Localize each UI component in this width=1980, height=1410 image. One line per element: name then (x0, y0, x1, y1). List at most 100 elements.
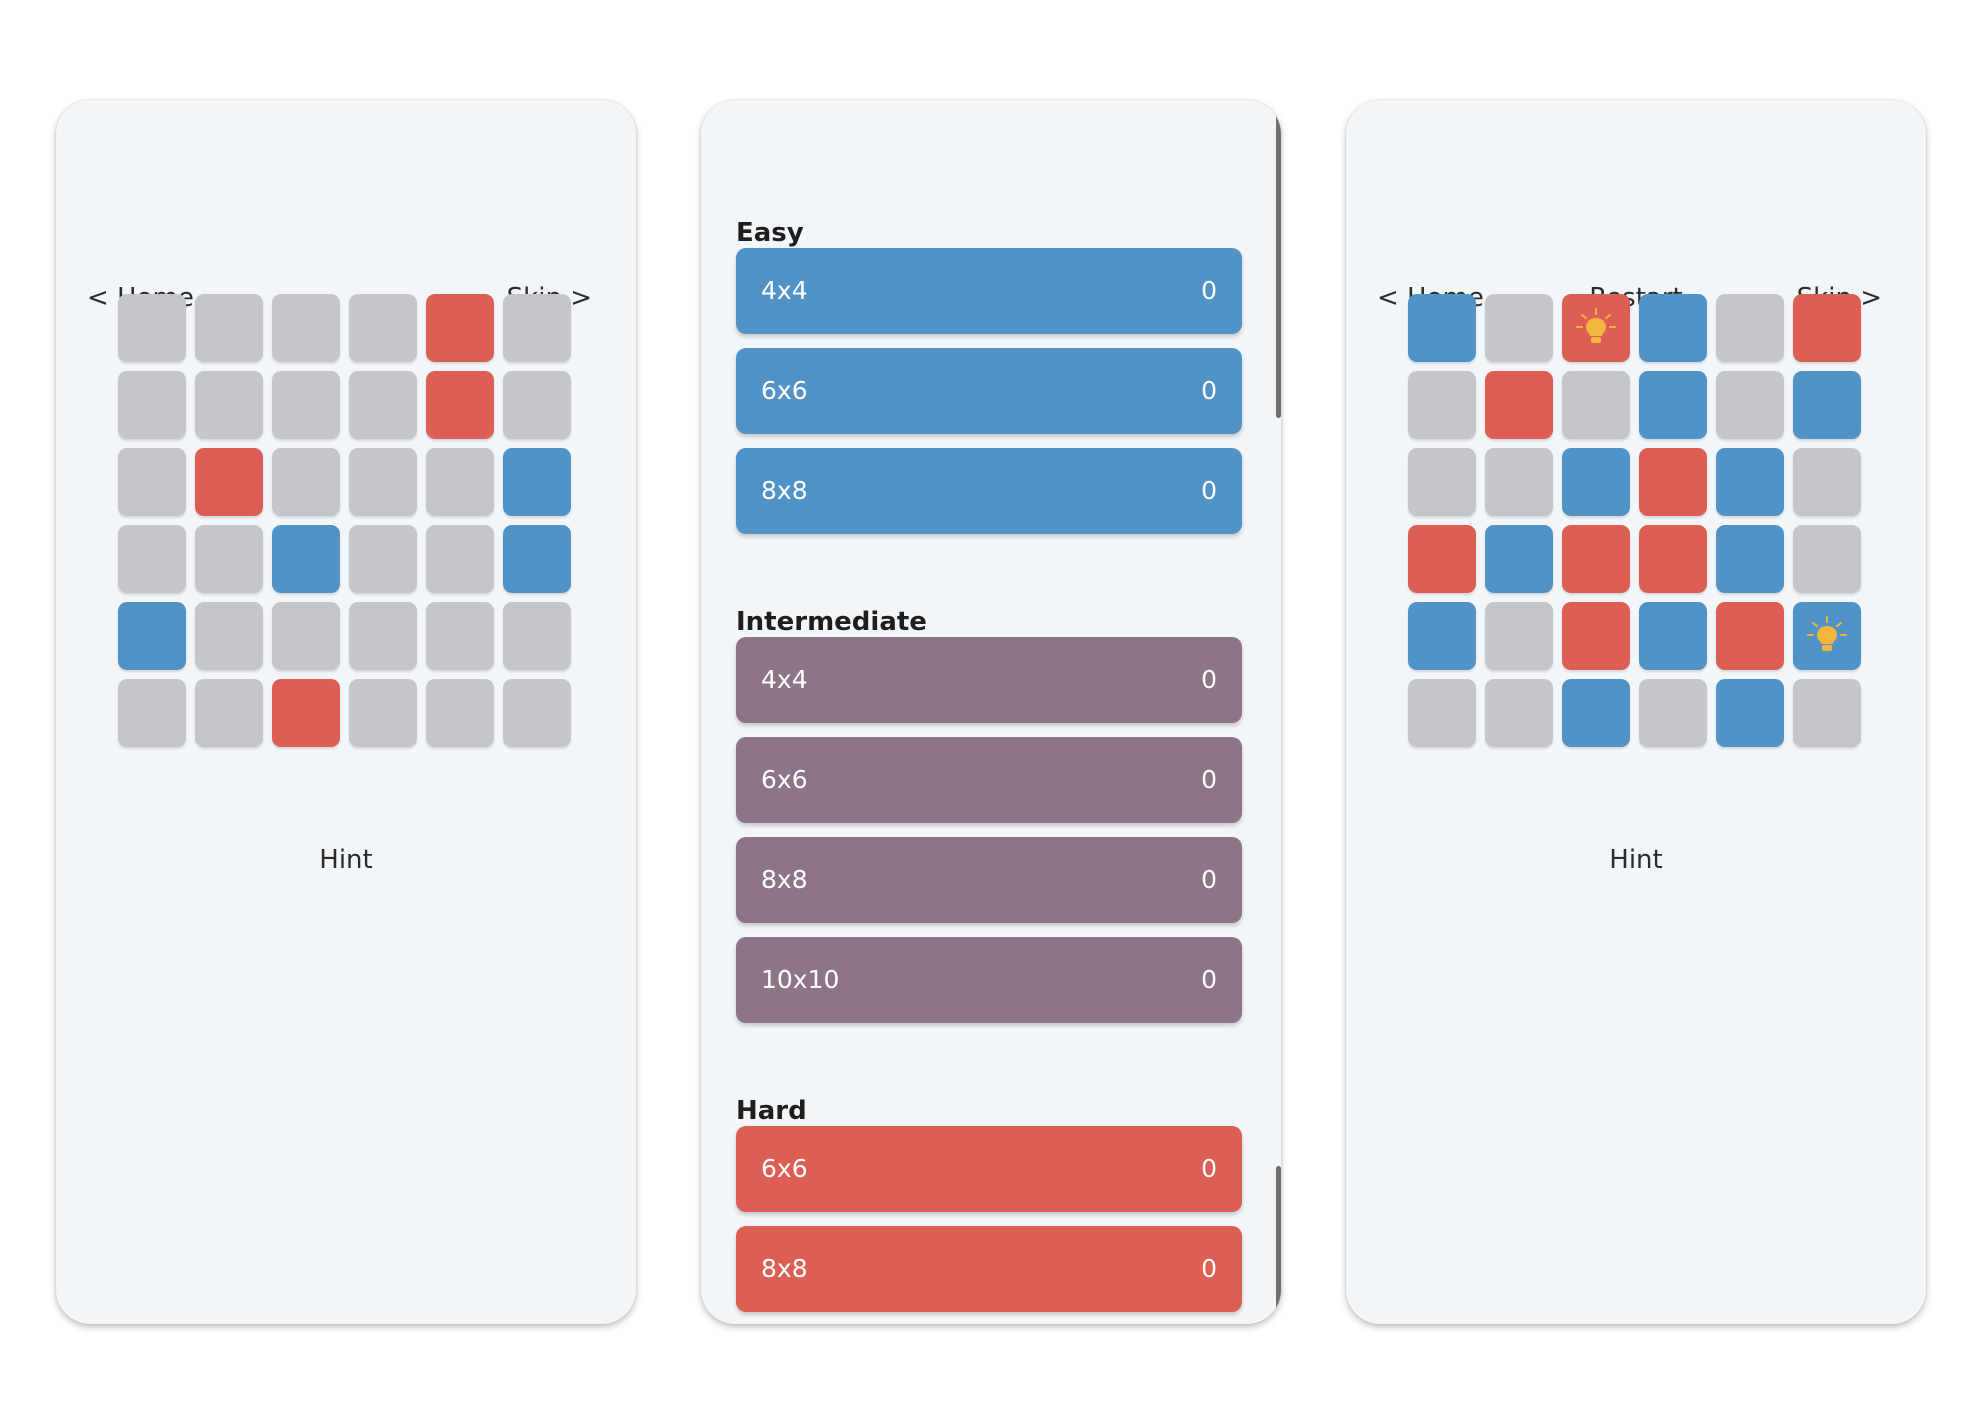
grid-cell-gray[interactable] (1793, 448, 1861, 516)
level-size-label: 4x4 (761, 665, 808, 694)
grid-cell-blue[interactable] (1408, 294, 1476, 362)
grid-cell-red[interactable] (195, 448, 263, 516)
hint-button[interactable]: Hint (319, 845, 373, 875)
grid-cell-blue[interactable] (1562, 679, 1630, 747)
game-screen-right: < Home Restart Skip > Hint (1346, 100, 1926, 1324)
level-size-label: 8x8 (761, 865, 808, 894)
grid-cell-gray[interactable] (503, 602, 571, 670)
level-button-hard-8x8[interactable]: 8x8 0 (736, 1226, 1242, 1312)
grid-cell-red[interactable] (426, 371, 494, 439)
scrollbar-thumb[interactable] (1276, 114, 1281, 418)
grid-cell-red[interactable] (1408, 525, 1476, 593)
grid-cell-gray[interactable] (118, 679, 186, 747)
section-title-intermediate: Intermediate (736, 607, 927, 637)
grid-cell-gray[interactable] (426, 679, 494, 747)
level-score-label: 0 (1201, 865, 1217, 894)
grid-cell-blue[interactable] (1716, 525, 1784, 593)
grid-cell-blue[interactable] (1716, 448, 1784, 516)
grid-cell-gray[interactable] (503, 371, 571, 439)
grid-cell-gray[interactable] (1716, 294, 1784, 362)
grid-cell-gray[interactable] (272, 371, 340, 439)
grid-cell-gray[interactable] (195, 371, 263, 439)
grid-cell-red[interactable] (1562, 602, 1630, 670)
grid-cell-red[interactable] (1562, 525, 1630, 593)
level-score-label: 0 (1201, 276, 1217, 305)
level-button-intermediate-10x10[interactable]: 10x10 0 (736, 937, 1242, 1023)
grid-cell-gray[interactable] (272, 294, 340, 362)
grid-cell-red[interactable] (1716, 602, 1784, 670)
grid-cell-gray[interactable] (1408, 448, 1476, 516)
grid-cell-gray[interactable] (1562, 371, 1630, 439)
grid-cell-gray[interactable] (349, 525, 417, 593)
grid-cell-gray[interactable] (195, 602, 263, 670)
grid-cell-gray[interactable] (426, 525, 494, 593)
level-size-label: 8x8 (761, 476, 808, 505)
grid-cell-gray[interactable] (1793, 525, 1861, 593)
level-score-label: 0 (1201, 1254, 1217, 1283)
grid-cell-blue[interactable] (1639, 294, 1707, 362)
level-button-intermediate-6x6[interactable]: 6x6 0 (736, 737, 1242, 823)
level-size-label: 10x10 (761, 965, 840, 994)
level-button-easy-8x8[interactable]: 8x8 0 (736, 448, 1242, 534)
grid-cell-gray[interactable] (1716, 371, 1784, 439)
grid-cell-gray[interactable] (1408, 679, 1476, 747)
grid-cell-red[interactable] (1562, 294, 1630, 362)
grid-cell-blue[interactable] (272, 525, 340, 593)
section-title-easy: Easy (736, 218, 804, 248)
grid-cell-gray[interactable] (349, 679, 417, 747)
grid-cell-gray[interactable] (1485, 294, 1553, 362)
grid-cell-gray[interactable] (349, 371, 417, 439)
grid-cell-gray[interactable] (503, 679, 571, 747)
grid-cell-gray[interactable] (195, 679, 263, 747)
grid-cell-blue[interactable] (1639, 371, 1707, 439)
grid-cell-gray[interactable] (1485, 448, 1553, 516)
grid-cell-gray[interactable] (426, 602, 494, 670)
level-score-label: 0 (1201, 376, 1217, 405)
level-size-label: 6x6 (761, 1154, 808, 1183)
grid-cell-gray[interactable] (118, 294, 186, 362)
grid-cell-blue[interactable] (1793, 371, 1861, 439)
grid-cell-gray[interactable] (118, 448, 186, 516)
grid-cell-gray[interactable] (118, 525, 186, 593)
grid-cell-blue[interactable] (503, 525, 571, 593)
grid-cell-gray[interactable] (1639, 679, 1707, 747)
level-score-label: 0 (1201, 665, 1217, 694)
grid-cell-gray[interactable] (118, 371, 186, 439)
grid-cell-blue[interactable] (118, 602, 186, 670)
grid-cell-red[interactable] (1639, 525, 1707, 593)
level-button-easy-6x6[interactable]: 6x6 0 (736, 348, 1242, 434)
level-button-intermediate-8x8[interactable]: 8x8 0 (736, 837, 1242, 923)
grid-cell-blue[interactable] (1485, 525, 1553, 593)
level-button-intermediate-4x4[interactable]: 4x4 0 (736, 637, 1242, 723)
grid-cell-gray[interactable] (195, 294, 263, 362)
puzzle-grid (1408, 294, 1864, 747)
grid-cell-gray[interactable] (272, 448, 340, 516)
grid-cell-blue[interactable] (1639, 602, 1707, 670)
grid-cell-blue[interactable] (1562, 448, 1630, 516)
grid-cell-red[interactable] (426, 294, 494, 362)
level-button-hard-6x6[interactable]: 6x6 0 (736, 1126, 1242, 1212)
grid-cell-blue[interactable] (1716, 679, 1784, 747)
grid-cell-blue[interactable] (1408, 602, 1476, 670)
grid-cell-blue[interactable] (1793, 602, 1861, 670)
grid-cell-gray[interactable] (349, 602, 417, 670)
grid-cell-gray[interactable] (272, 602, 340, 670)
puzzle-grid (118, 294, 574, 747)
grid-cell-red[interactable] (272, 679, 340, 747)
grid-cell-gray[interactable] (195, 525, 263, 593)
grid-cell-gray[interactable] (1793, 679, 1861, 747)
grid-cell-gray[interactable] (426, 448, 494, 516)
grid-cell-gray[interactable] (349, 294, 417, 362)
level-button-easy-4x4[interactable]: 4x4 0 (736, 248, 1242, 334)
hint-button[interactable]: Hint (1609, 845, 1663, 875)
grid-cell-gray[interactable] (1485, 679, 1553, 747)
grid-cell-gray[interactable] (1485, 602, 1553, 670)
grid-cell-red[interactable] (1639, 448, 1707, 516)
grid-cell-blue[interactable] (503, 448, 571, 516)
grid-cell-gray[interactable] (503, 294, 571, 362)
grid-cell-gray[interactable] (1408, 371, 1476, 439)
grid-cell-red[interactable] (1485, 371, 1553, 439)
grid-cell-gray[interactable] (349, 448, 417, 516)
grid-cell-red[interactable] (1793, 294, 1861, 362)
scrollbar-thumb-lower[interactable] (1276, 1166, 1281, 1316)
